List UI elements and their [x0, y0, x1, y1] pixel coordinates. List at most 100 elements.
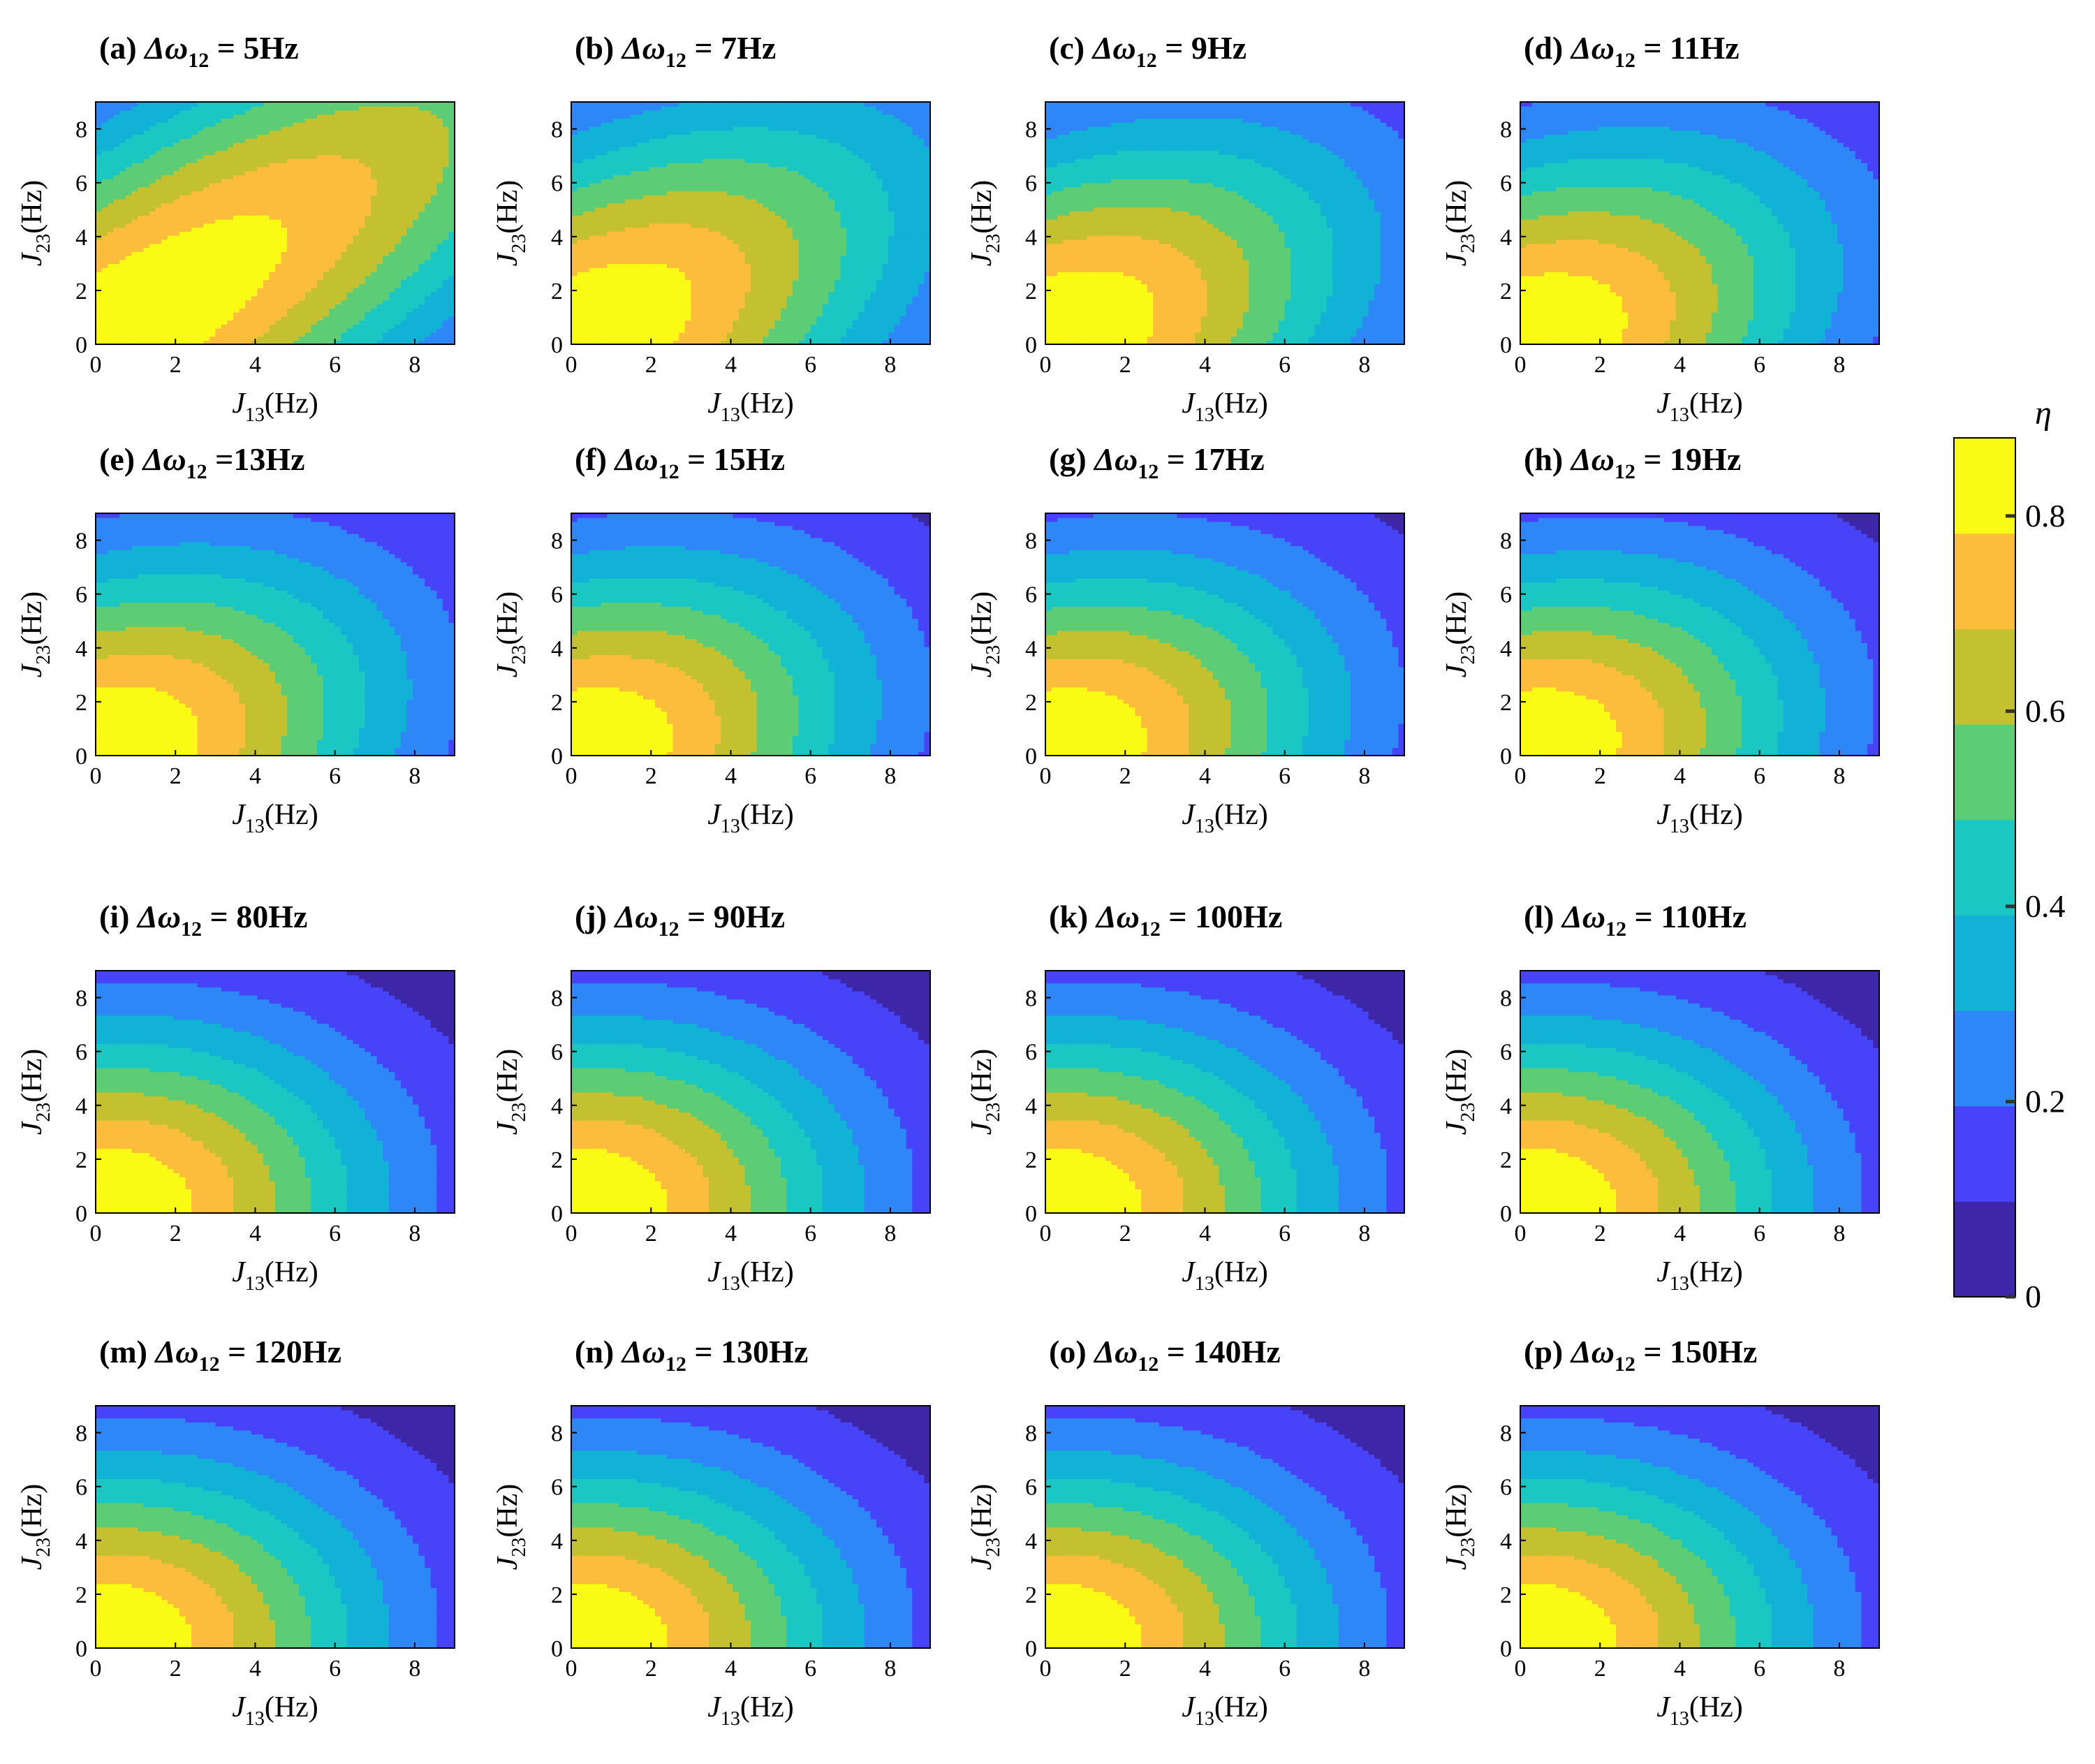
- y-tick-label: 0: [551, 1636, 563, 1662]
- x-tick-label: 6: [804, 763, 816, 789]
- x-tick-label: 8: [1833, 1656, 1845, 1682]
- y-tick-label: 8: [1500, 529, 1512, 554]
- x-tick-label: 0: [1515, 352, 1527, 378]
- y-tick-label: 2: [551, 1147, 563, 1173]
- y-axis-label: J23(Hz): [1441, 591, 1479, 678]
- y-tick-label: 2: [1500, 1582, 1512, 1608]
- x-tick-label: 8: [1833, 352, 1845, 378]
- contour-field-a: [96, 102, 455, 344]
- x-tick-label: 2: [1594, 352, 1606, 378]
- x-tick-label: 4: [249, 352, 261, 378]
- axes-frame: [1045, 1405, 1405, 1649]
- x-tick-label: 0: [1515, 1656, 1527, 1682]
- y-axis-label: J23(Hz): [966, 1484, 1004, 1571]
- y-tick-label: 2: [75, 279, 87, 304]
- y-axis-label: J23(Hz): [1441, 1049, 1479, 1135]
- x-tick-label: 4: [1674, 763, 1686, 789]
- y-tick-label: 6: [1500, 171, 1512, 197]
- panel-e: 0 2 4 6 8 0 2 4 6 8 J13(Hz) J23(Hz) (e) Δω12 =13Hz: [16, 441, 455, 837]
- colorbar-frame: [1953, 437, 2016, 1298]
- x-tick-label: 0: [566, 763, 578, 789]
- y-tick-label: 2: [1025, 1147, 1037, 1173]
- colorbar: 0 0.2 0.4 0.6 0.8 η: [1953, 395, 2066, 1314]
- y-tick-label: 4: [75, 636, 87, 662]
- panel-title: (j) Δω12 = 90Hz: [575, 899, 785, 941]
- y-tick-label: 6: [1025, 171, 1037, 197]
- axes-frame: [1045, 101, 1405, 345]
- panel-title: (p) Δω12 = 150Hz: [1524, 1334, 1757, 1376]
- x-axis-label: J13(Hz): [1182, 1256, 1268, 1295]
- y-tick-label: 4: [1025, 225, 1037, 251]
- y-axis-label: J23(Hz): [492, 180, 530, 267]
- x-tick-label: 2: [170, 1221, 182, 1247]
- x-tick-label: 8: [884, 1221, 896, 1247]
- x-tick-label: 2: [170, 352, 182, 378]
- y-tick-label: 4: [551, 225, 563, 251]
- colorbar-segment: [1954, 1010, 2015, 1107]
- y-tick-label: 8: [551, 986, 563, 1012]
- x-tick-label: 6: [329, 352, 341, 378]
- y-axis-label: J23(Hz): [966, 591, 1004, 678]
- y-axis-label: J23(Hz): [492, 1484, 530, 1571]
- y-axis-label: J23(Hz): [16, 591, 54, 678]
- x-axis-label: J13(Hz): [1656, 1256, 1743, 1295]
- y-tick-label: 2: [1025, 690, 1037, 716]
- y-tick-label: 2: [75, 1147, 87, 1173]
- contour-field-g: [1045, 513, 1404, 756]
- x-tick-label: 8: [1358, 1221, 1370, 1247]
- axes-frame: [1520, 1405, 1880, 1649]
- x-tick-label: 4: [1674, 1221, 1686, 1247]
- panel-title: (h) Δω12 = 19Hz: [1524, 441, 1741, 483]
- x-tick-label: 6: [804, 1221, 816, 1247]
- y-tick-label: 8: [1500, 117, 1512, 143]
- colorbar-segment: [1954, 724, 2015, 821]
- x-tick-label: 2: [1119, 352, 1131, 378]
- y-tick-label: 2: [1025, 1582, 1037, 1608]
- y-tick-label: 2: [1500, 279, 1512, 304]
- panel-title: (g) Δω12 = 17Hz: [1049, 441, 1265, 483]
- x-tick-label: 4: [725, 1656, 737, 1682]
- y-tick-label: 6: [1500, 582, 1512, 608]
- y-tick-label: 6: [551, 1040, 563, 1066]
- y-tick-label: 6: [551, 582, 563, 608]
- panel-title: (a) Δω12 = 5Hz: [99, 30, 299, 72]
- y-tick-label: 6: [1500, 1475, 1512, 1501]
- x-axis-label: J13(Hz): [1656, 1691, 1743, 1730]
- y-tick-label: 0: [1025, 332, 1037, 358]
- y-tick-label: 8: [75, 529, 87, 554]
- y-tick-label: 2: [75, 1582, 87, 1608]
- y-tick-label: 4: [1025, 636, 1037, 662]
- colorbar-segment: [1954, 1201, 2015, 1298]
- y-tick-label: 0: [1025, 744, 1037, 770]
- x-tick-label: 6: [1754, 352, 1765, 378]
- colorbar-tick-label: 0: [2025, 1279, 2041, 1314]
- x-tick-label: 4: [249, 1656, 261, 1682]
- x-axis-label: J13(Hz): [1182, 388, 1268, 426]
- y-tick-label: 4: [1025, 1094, 1037, 1119]
- x-tick-label: 6: [1279, 763, 1291, 789]
- x-tick-label: 0: [1515, 763, 1527, 789]
- contour-field-f: [571, 513, 930, 756]
- x-tick-label: 0: [90, 763, 102, 789]
- x-tick-label: 8: [1358, 1656, 1370, 1682]
- y-tick-label: 0: [1500, 332, 1512, 358]
- x-tick-label: 2: [1594, 1221, 1606, 1247]
- y-tick-label: 0: [75, 744, 87, 770]
- x-axis-label: J13(Hz): [1182, 1691, 1268, 1730]
- y-tick-label: 2: [551, 690, 563, 716]
- panel-title: (k) Δω12 = 100Hz: [1049, 899, 1282, 941]
- y-tick-label: 8: [1025, 986, 1037, 1012]
- y-tick-label: 0: [75, 332, 87, 358]
- x-tick-label: 2: [1119, 1656, 1131, 1682]
- y-tick-label: 4: [1500, 1529, 1512, 1554]
- y-tick-label: 8: [1500, 986, 1512, 1012]
- x-axis-label: J13(Hz): [232, 1256, 318, 1295]
- x-tick-label: 8: [1358, 352, 1370, 378]
- x-tick-label: 2: [645, 763, 657, 789]
- y-tick-label: 4: [1025, 1529, 1037, 1554]
- x-tick-label: 6: [1754, 1656, 1765, 1682]
- y-tick-label: 0: [551, 744, 563, 770]
- x-tick-label: 8: [1358, 763, 1370, 789]
- y-tick-label: 0: [1025, 1201, 1037, 1227]
